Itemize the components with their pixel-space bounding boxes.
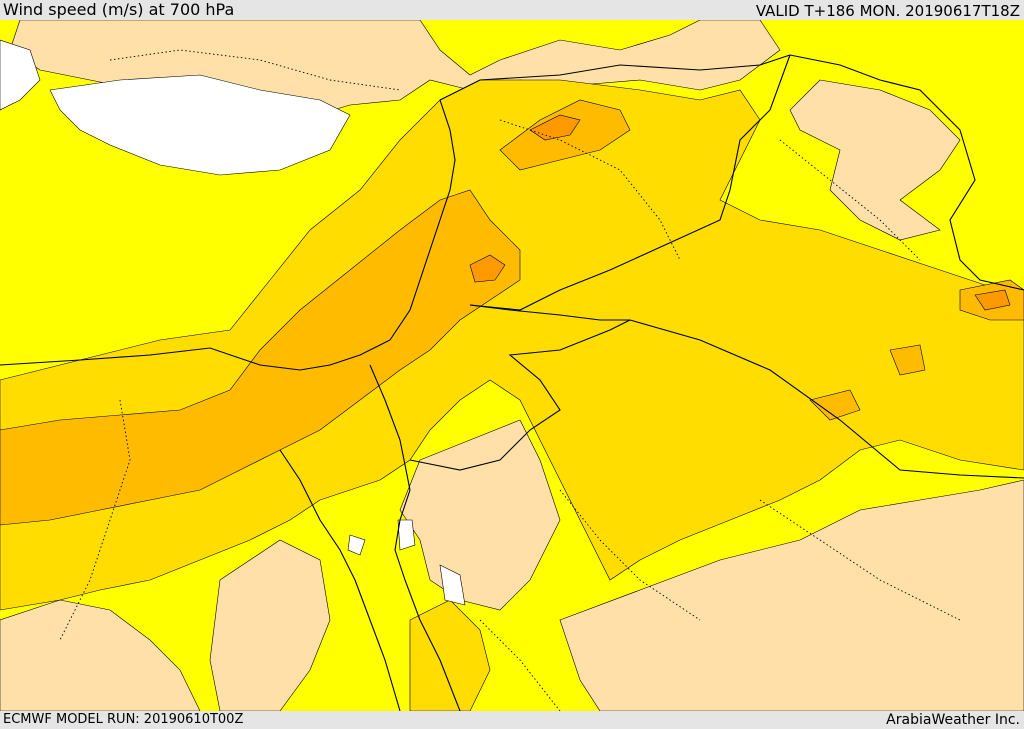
brand-label: ArabiaWeather Inc.	[886, 712, 1020, 728]
sea-gulf-suez	[347, 534, 366, 556]
dotted-boundary-red-sea-coast	[479, 619, 561, 711]
chart-title: Wind speed (m/s) at 700 hPa	[3, 0, 235, 19]
sea-cyprus-area	[49, 74, 351, 176]
moderate-wind-areas	[0, 79, 1024, 711]
boundaries	[0, 54, 1024, 711]
light-wind-south-mid	[209, 539, 331, 711]
strong-wind-patch-a	[809, 389, 861, 421]
coastline-levant-egypt	[0, 99, 456, 371]
sea-gulf-aqaba	[397, 519, 416, 551]
light-wind-southwest	[0, 599, 201, 711]
strong-wind-patch-b	[889, 344, 926, 376]
border-jordan	[409, 304, 631, 471]
strongest-wind-lebanon	[469, 254, 506, 283]
dotted-boundary-saudi-east	[759, 499, 961, 621]
border-syria-iraq	[469, 54, 791, 311]
border-iraq-iran	[789, 54, 1024, 291]
internal-boundaries	[59, 49, 961, 711]
map-canvas	[0, 20, 1024, 711]
strong-wind-corridor	[0, 189, 521, 526]
wind-speed-map	[0, 20, 1024, 711]
footer-bar	[0, 711, 1024, 729]
sea-aegean-fringe	[0, 39, 41, 111]
border-egypt-israel	[369, 364, 411, 491]
dotted-boundary-egypt	[59, 399, 131, 641]
border-iraq-saudi	[629, 319, 1024, 479]
light-wind-southeast	[559, 479, 1024, 711]
sea-areas	[0, 39, 466, 606]
model-run-label: ECMWF MODEL RUN: 20190610T00Z	[3, 712, 244, 727]
strongest-wind-east	[974, 289, 1011, 311]
light-wind-north-east	[789, 79, 961, 241]
light-wind-sinai	[399, 419, 561, 611]
sinai-west-coast	[279, 449, 401, 711]
dotted-boundary-iraq	[779, 139, 921, 261]
border-turkey-syria	[439, 54, 791, 101]
strongest-wind-areas	[469, 114, 1011, 311]
dotted-boundary-syria	[499, 119, 681, 261]
dotted-boundary-saudi-north	[559, 489, 701, 621]
sinai-east-coast	[394, 489, 461, 711]
sea-red-sea-bit	[439, 564, 466, 606]
valid-time-label: VALID T+186 MON. 20190617T18Z	[755, 2, 1020, 20]
header-bar	[0, 0, 1024, 20]
